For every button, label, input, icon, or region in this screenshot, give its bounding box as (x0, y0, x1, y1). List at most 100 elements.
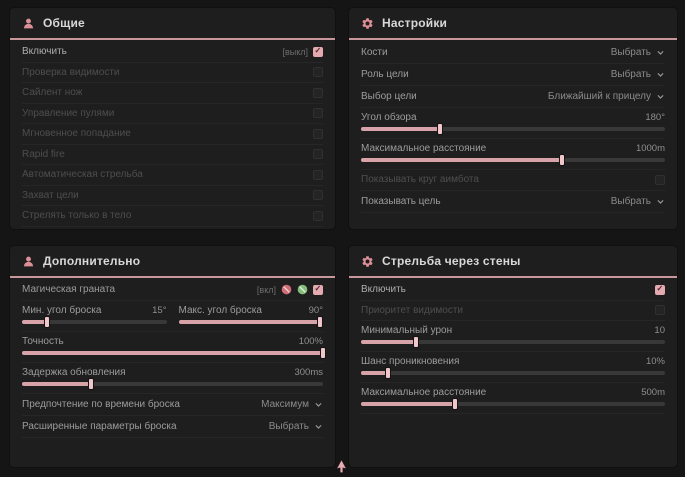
panel-title: Стрельба через стены (382, 254, 521, 268)
row-bullet-control[interactable]: Управление пулями (22, 104, 323, 124)
slider-fill[interactable] (361, 124, 443, 134)
ban-red-icon[interactable] (281, 284, 292, 295)
slider-accuracy: Точность 100% (22, 332, 325, 363)
slider-track[interactable] (361, 155, 665, 165)
row-auto-fire[interactable]: Автоматическая стрельба (22, 165, 323, 186)
slider-value: 90° (308, 304, 323, 316)
gear-icon (361, 255, 374, 268)
row-silent-knife[interactable]: Сайлент нож (22, 83, 323, 104)
row-visibility-check[interactable]: Проверка видимости (22, 63, 323, 83)
dropdown-value: Выбрать (268, 420, 309, 432)
person-icon (22, 17, 35, 30)
slider-track[interactable] (361, 399, 665, 409)
slider-track[interactable] (22, 378, 323, 389)
row-enable[interactable]: Включить [выкл] (22, 42, 323, 63)
slider-fov: Угол обзора 180° (361, 108, 665, 139)
dropdown-throw-time-pref[interactable]: Предпочтение по времени броска Максимум (22, 394, 323, 416)
slider-track[interactable] (22, 347, 325, 358)
chevron-down-icon (656, 48, 665, 57)
row-rapid-fire[interactable]: Rapid fire (22, 145, 323, 165)
header-accent-line (10, 38, 335, 40)
row-body-only[interactable]: Стрелять только в тело (22, 206, 323, 227)
dropdown-label: Выбор цели (361, 91, 417, 102)
row-instant-hit[interactable]: Мгновенное попадание (22, 124, 323, 145)
row-label: Управление пулями (22, 107, 115, 119)
slider-fill[interactable] (22, 378, 94, 389)
row-label: Проверка видимости (22, 66, 120, 78)
panel-title: Дополнительно (43, 254, 141, 268)
slider-track[interactable] (361, 337, 665, 347)
checkbox-checked[interactable] (313, 46, 323, 57)
dropdown-target-pick[interactable]: Выбор цели Ближайший к прицелу (361, 86, 665, 108)
slider-fill[interactable] (22, 316, 49, 327)
slider-fill[interactable] (22, 347, 325, 358)
gear-icon (361, 17, 374, 30)
row-label: Магическая граната (22, 284, 116, 296)
person-icon (22, 255, 35, 268)
dropdown-advanced-throw[interactable]: Расширенные параметры броска Выбрать (22, 416, 323, 438)
chevron-down-icon (656, 197, 665, 206)
slider-fill[interactable] (361, 337, 418, 347)
row-target-lock[interactable]: Захват цели (22, 186, 323, 206)
slider-value: 180° (645, 112, 665, 123)
row-label: Сайлент нож (22, 87, 83, 99)
checkbox-checked[interactable] (313, 284, 323, 295)
header-accent-line (10, 276, 335, 278)
dropdown-target-role[interactable]: Роль цели Выбрать (361, 64, 665, 86)
checkbox[interactable] (313, 67, 323, 78)
slider-value: 300ms (294, 366, 323, 378)
dropdown-value: Выбрать (610, 69, 651, 80)
slider-value: 15° (152, 304, 167, 316)
slider-max-distance: Максимальное расстояние 1000m (361, 139, 665, 170)
checkbox[interactable] (313, 108, 323, 119)
panel-additional-header: Дополнительно (10, 246, 335, 276)
slider-label: Точность (22, 335, 64, 347)
slider-label: Максимальное расстояние (361, 143, 487, 154)
slider-label: Мин. угол броска (22, 304, 102, 316)
slider-fill[interactable] (178, 316, 322, 327)
checkbox[interactable] (313, 149, 323, 160)
row-label: Мгновенное попадание (22, 128, 131, 140)
slider-track[interactable] (178, 316, 323, 327)
chevron-down-icon (314, 422, 323, 431)
ban-green-icon[interactable] (297, 284, 308, 295)
checkbox[interactable] (655, 174, 665, 185)
row-label: Включить (361, 284, 406, 296)
panel-settings-header: Настройки (349, 8, 677, 38)
panel-general: Общие Включить [выкл] Проверка видимости… (10, 8, 335, 229)
row-enable[interactable]: Включить (361, 280, 665, 301)
dropdown-label: Предпочтение по времени броска (22, 398, 180, 410)
dropdown-show-target[interactable]: Показывать цель Выбрать (361, 191, 665, 213)
row-label: Показывать круг аимбота (361, 174, 479, 186)
row-magic-grenade[interactable]: Магическая граната [вкл] (22, 280, 323, 301)
dropdown-value: Максимум (261, 398, 309, 410)
slider-fill[interactable] (361, 399, 458, 409)
row-show-aimbot-circle[interactable]: Показывать круг аимбота (361, 170, 665, 191)
row-visibility-priority[interactable]: Приоритет видимости (361, 301, 665, 321)
dropdown-label: Показывать цель (361, 195, 441, 207)
checkbox[interactable] (313, 169, 323, 180)
checkbox[interactable] (313, 128, 323, 139)
dropdown-bones[interactable]: Кости Выбрать (361, 42, 665, 64)
keybind-badge: [вкл] (256, 284, 276, 295)
panel-wallshoot: Стрельба через стены Включить Приоритет … (349, 246, 677, 467)
slider-track[interactable] (361, 124, 665, 134)
slider-fill[interactable] (361, 368, 391, 378)
dropdown-value: Выбрать (610, 195, 651, 207)
chevron-down-icon (314, 400, 323, 409)
slider-fill[interactable] (361, 155, 564, 165)
slider-track[interactable] (22, 316, 167, 327)
checkbox[interactable] (313, 87, 323, 98)
checkbox[interactable] (655, 305, 665, 316)
chevron-down-icon (656, 92, 665, 101)
slider-track[interactable] (361, 368, 665, 378)
keybind-badge: [выкл] (282, 46, 308, 57)
dropdown-label: Кости (361, 47, 388, 58)
slider-max-throw-angle: Макс. угол броска 90° (178, 301, 323, 331)
checkbox[interactable] (313, 190, 323, 201)
slider-label: Угол обзора (361, 112, 417, 123)
checkbox[interactable] (313, 210, 323, 221)
mouse-cursor-icon (336, 459, 347, 477)
checkbox-checked[interactable] (655, 284, 665, 295)
